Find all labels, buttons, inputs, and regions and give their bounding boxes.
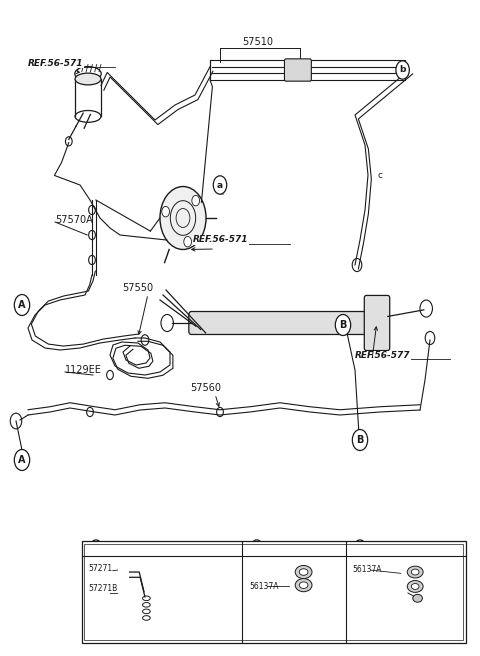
Circle shape bbox=[396, 61, 409, 79]
Text: 57560: 57560 bbox=[190, 383, 221, 393]
Text: b: b bbox=[254, 544, 260, 553]
Ellipse shape bbox=[295, 565, 312, 579]
Text: 57570A: 57570A bbox=[55, 215, 93, 225]
Circle shape bbox=[160, 186, 206, 249]
Circle shape bbox=[251, 540, 263, 557]
Ellipse shape bbox=[411, 584, 419, 589]
Circle shape bbox=[354, 540, 366, 557]
Ellipse shape bbox=[300, 569, 308, 575]
Text: 57550: 57550 bbox=[122, 283, 153, 293]
Text: c: c bbox=[358, 544, 362, 553]
Text: REF.56-577: REF.56-577 bbox=[355, 350, 410, 359]
Circle shape bbox=[90, 540, 102, 557]
Text: A: A bbox=[18, 455, 26, 465]
Text: 56137A: 56137A bbox=[250, 582, 279, 591]
Ellipse shape bbox=[413, 594, 422, 602]
Circle shape bbox=[14, 449, 30, 470]
Circle shape bbox=[192, 195, 200, 206]
Text: b: b bbox=[399, 66, 406, 75]
Bar bbox=[210, 60, 405, 80]
FancyBboxPatch shape bbox=[285, 59, 312, 81]
Text: B: B bbox=[356, 435, 364, 445]
Ellipse shape bbox=[407, 566, 423, 578]
Bar bbox=[82, 541, 466, 643]
Text: REF.56-571: REF.56-571 bbox=[28, 58, 84, 68]
Ellipse shape bbox=[411, 569, 419, 575]
Text: a: a bbox=[93, 544, 99, 553]
Circle shape bbox=[184, 236, 192, 247]
Ellipse shape bbox=[75, 73, 101, 85]
Text: 57510: 57510 bbox=[242, 37, 274, 47]
Bar bbox=[84, 544, 463, 640]
Circle shape bbox=[213, 176, 227, 194]
Ellipse shape bbox=[407, 581, 423, 592]
Text: REF.56-571: REF.56-571 bbox=[193, 236, 249, 245]
Circle shape bbox=[162, 207, 169, 217]
Text: a: a bbox=[217, 180, 223, 190]
Text: c: c bbox=[377, 171, 383, 180]
FancyBboxPatch shape bbox=[189, 312, 373, 335]
FancyBboxPatch shape bbox=[364, 295, 390, 350]
Circle shape bbox=[14, 295, 30, 316]
Ellipse shape bbox=[300, 582, 308, 588]
Text: 56137A: 56137A bbox=[353, 565, 382, 575]
Text: A: A bbox=[18, 300, 26, 310]
Text: 57271: 57271 bbox=[89, 564, 113, 573]
Ellipse shape bbox=[295, 579, 312, 592]
Text: 1129EE: 1129EE bbox=[65, 365, 102, 375]
Circle shape bbox=[352, 430, 368, 451]
Circle shape bbox=[336, 314, 351, 335]
Text: B: B bbox=[339, 320, 347, 330]
Text: 57271B: 57271B bbox=[89, 584, 118, 593]
